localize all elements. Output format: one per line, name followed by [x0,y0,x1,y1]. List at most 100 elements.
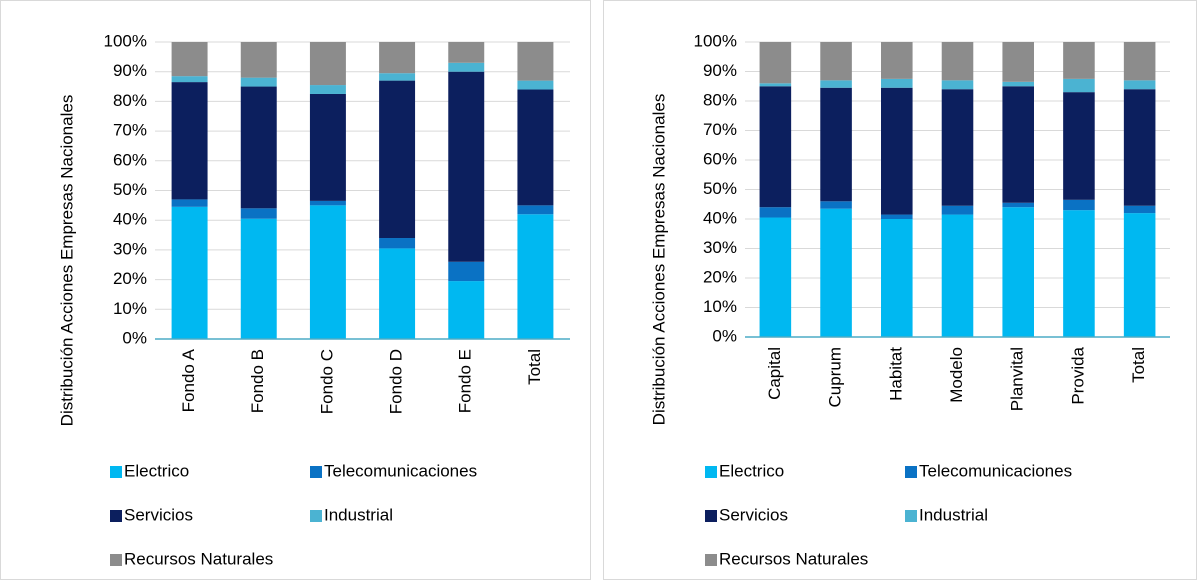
legend-swatch [310,510,322,522]
x-tick-label: Total [1129,347,1148,383]
y-tick-label: 50% [703,179,737,198]
y-tick-label: 100% [694,31,737,50]
legend-label: Telecomunicaciones [919,461,1072,480]
bar-segment [517,205,554,215]
bar-segment [941,42,974,81]
x-tick-label: Capital [765,347,784,400]
bar-segment [379,80,416,239]
legend-swatch [905,466,917,478]
bar-segment [1063,42,1095,79]
bar-segment [171,82,208,200]
bar-segment [1063,78,1095,93]
bar-segment [448,62,485,72]
bar-segment [820,42,852,81]
y-tick-label: 40% [703,208,737,227]
bar-segment [759,217,792,337]
bar-segment [171,206,208,339]
legend-label: Recursos Naturales [124,549,273,568]
bar-segment [820,201,852,209]
legend-label: Industrial [919,505,988,524]
bar-segment [881,87,913,215]
bar-segment [171,199,208,207]
legend-swatch [705,554,717,566]
y-tick-label: 80% [703,90,737,109]
y-tick-label: 100% [104,31,147,50]
bar-segment [881,219,913,337]
y-tick-label: 0% [712,326,737,345]
x-tick-label: Habitat [886,347,905,401]
bar-segment [517,80,554,90]
bar-segment [309,200,346,206]
bar-segment [517,89,554,206]
legend-label: Recursos Naturales [719,549,868,568]
bar-segment [1002,207,1034,337]
bar-segment [820,87,852,202]
bar-segment [379,42,416,74]
y-tick-label: 20% [703,267,737,286]
y-tick-label: 70% [703,120,737,139]
bar-segment [941,89,974,206]
legend-label: Industrial [324,505,393,524]
x-tick-label: Modelo [947,347,966,403]
x-tick-label: Total [525,349,544,385]
bar-segment [240,77,277,87]
bar-segment [1002,42,1034,82]
bar-segment [941,80,974,90]
y-tick-label: 30% [703,238,737,257]
bar-segment [1002,202,1034,208]
y-tick-label: 0% [122,328,147,347]
bar-segment [759,83,792,87]
legend-swatch [110,554,122,566]
bar-segment [759,86,792,208]
y-tick-label: 90% [703,61,737,80]
bar-segment [240,42,277,78]
bar-segment [379,238,416,249]
legend-swatch [110,466,122,478]
y-tick-label: 70% [113,121,147,140]
bar-segment [171,42,208,77]
bar-segment [309,205,346,339]
bar-segment [379,73,416,81]
bar-segment [240,218,277,339]
bar-segment [759,207,792,218]
bar-segment [309,93,346,201]
legend-swatch [705,466,717,478]
bar-segment [941,205,974,215]
y-tick-label: 10% [703,297,737,316]
bar-segment [1123,80,1156,90]
y-tick-label: 60% [703,149,737,168]
y-tick-label: 90% [113,61,147,80]
bar-segment [820,208,852,337]
legend-label: Electrico [124,461,189,480]
legend-label: Electrico [719,461,784,480]
x-tick-label: Provida [1068,346,1087,404]
x-tick-label: Fondo E [456,349,475,413]
y-tick-label: 50% [113,180,147,199]
bar-segment [881,42,913,79]
bar-segment [881,78,913,88]
bar-segment [759,42,792,84]
y-tick-label: 60% [113,150,147,169]
x-tick-label: Fondo B [248,349,267,413]
x-tick-label: Cuprum [826,347,845,407]
x-tick-label: Fondo A [179,348,198,412]
bar-segment [309,42,346,86]
bar-segment [941,214,974,337]
y-tick-label: 20% [113,269,147,288]
y-tick-label: 40% [113,210,147,229]
bar-segment [1123,42,1156,81]
bar-segment [1123,205,1156,214]
legend-swatch [310,466,322,478]
bar-segment [1002,81,1034,87]
bar-segment [448,281,485,339]
legend-swatch [905,510,917,522]
bar-segment [1063,92,1095,200]
bar-segment [171,76,208,83]
bar-segment [820,80,852,88]
bar-segment [309,85,346,94]
y-tick-label: 10% [113,299,147,318]
bar-segment [517,214,554,339]
legend-swatch [705,510,717,522]
legend-swatch [110,510,122,522]
x-tick-label: Fondo D [387,349,406,414]
